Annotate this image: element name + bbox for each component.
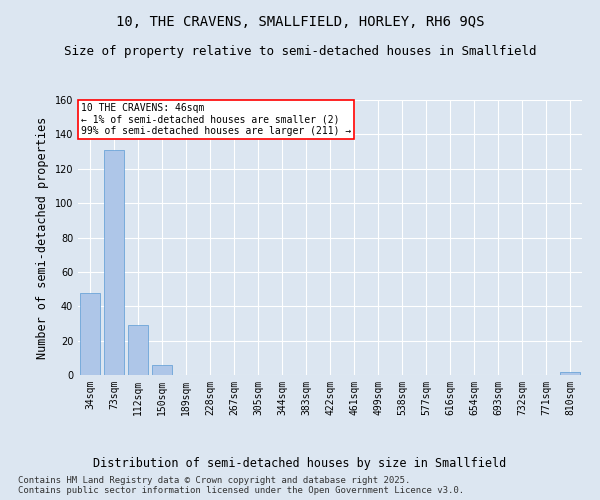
Y-axis label: Number of semi-detached properties: Number of semi-detached properties (36, 116, 49, 358)
Text: 10 THE CRAVENS: 46sqm
← 1% of semi-detached houses are smaller (2)
99% of semi-d: 10 THE CRAVENS: 46sqm ← 1% of semi-detac… (80, 103, 351, 136)
Bar (128, 325, 148, 375)
Bar (104, 150, 124, 375)
Bar (560, 372, 580, 375)
Bar (80, 292, 100, 375)
Bar (152, 364, 172, 375)
Text: Size of property relative to semi-detached houses in Smallfield: Size of property relative to semi-detach… (64, 45, 536, 58)
Text: Distribution of semi-detached houses by size in Smallfield: Distribution of semi-detached houses by … (94, 458, 506, 470)
Text: Contains HM Land Registry data © Crown copyright and database right 2025.
Contai: Contains HM Land Registry data © Crown c… (18, 476, 464, 495)
Text: 10, THE CRAVENS, SMALLFIELD, HORLEY, RH6 9QS: 10, THE CRAVENS, SMALLFIELD, HORLEY, RH6… (116, 15, 484, 29)
